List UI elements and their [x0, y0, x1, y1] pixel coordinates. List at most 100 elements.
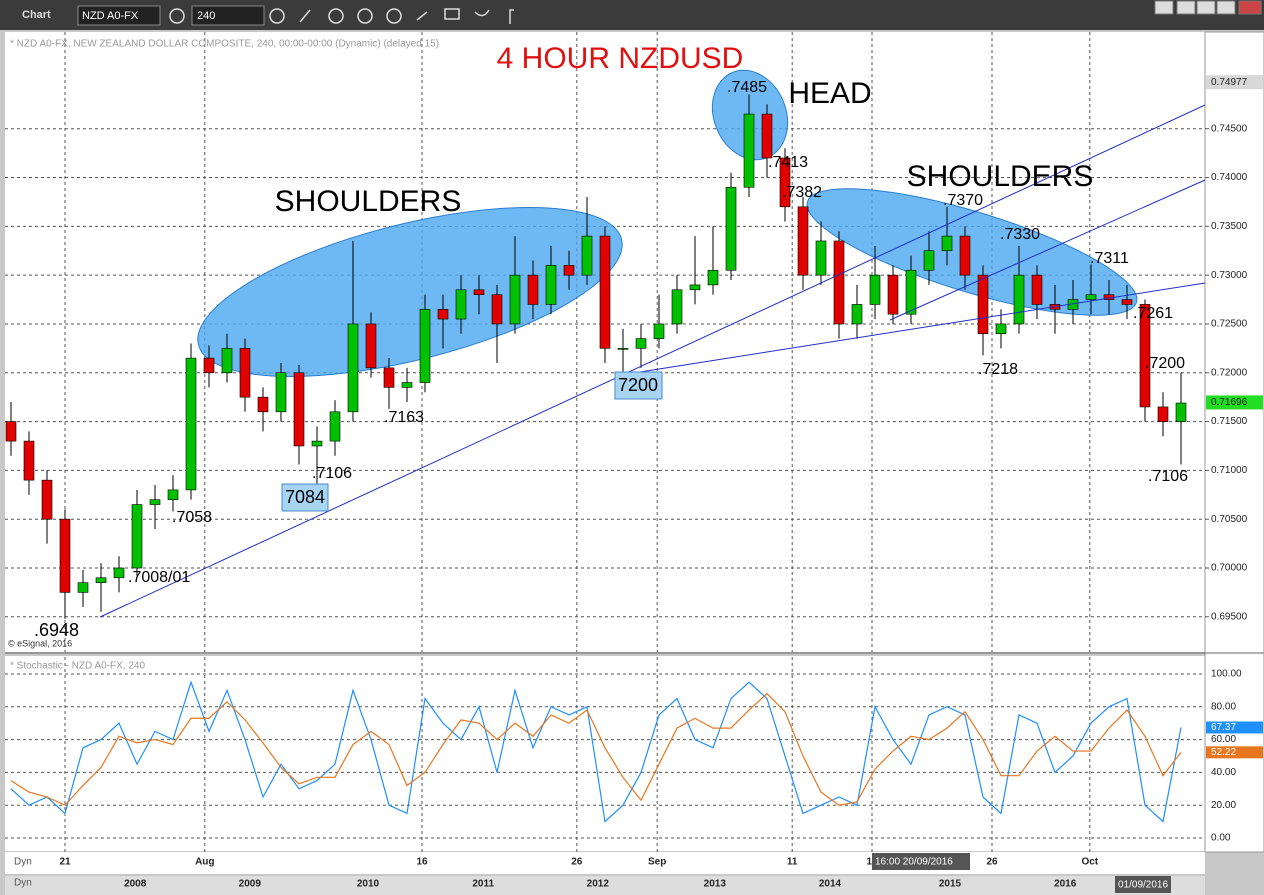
symbol[interactable]: NZD A0-FX: [82, 10, 139, 22]
x-tick-label: 16: [416, 857, 428, 868]
year-tick-label: 2009: [239, 879, 262, 890]
x-tick-label: 26: [986, 857, 998, 868]
candle-body: [923, 250, 935, 271]
year-tick-label: 2014: [819, 879, 842, 890]
y-tick-label: 0.70500: [1211, 514, 1248, 525]
symbol-box[interactable]: [77, 5, 161, 26]
candle-body: [95, 577, 107, 583]
annotation: .7485: [727, 79, 767, 96]
year-tick-label: 2013: [704, 879, 727, 890]
value-axis: [1204, 31, 1264, 853]
last-value-label: 67.37: [1211, 722, 1236, 733]
y-tick-label: 0.72000: [1211, 367, 1248, 378]
candle-body: [977, 274, 989, 335]
candle-body: [581, 235, 593, 276]
candle-body: [743, 113, 755, 188]
candle-body: [239, 348, 251, 398]
candle-body: [491, 294, 503, 325]
candle-body: [437, 309, 449, 320]
annotation: .7413: [768, 154, 808, 171]
year-tick-label: 2016: [1054, 879, 1077, 890]
candle-body: [617, 348, 629, 350]
annotation: 7200: [618, 375, 658, 395]
candle-body: [653, 323, 665, 339]
year-tick-label: 2011: [472, 879, 494, 890]
price-marker-label: 0.74977: [1211, 77, 1248, 88]
candle-body: [635, 338, 647, 349]
price-marker: [1206, 395, 1263, 410]
annotation: 7084: [285, 487, 325, 507]
credit: © eSignal, 2016: [8, 638, 72, 648]
candle-body: [203, 357, 215, 374]
axis-flag-label: 16:00 20/09/2016: [875, 857, 953, 868]
candle-body: [185, 357, 197, 491]
year-tick-label: 2012: [587, 879, 610, 890]
y-tick-label: 60.00: [1211, 734, 1236, 745]
annotation: .7370: [943, 192, 983, 209]
x-tick-label: Sep: [648, 857, 666, 868]
annotation: .6948: [34, 620, 79, 640]
toolbar: [0, 0, 1264, 30]
candle-body: [671, 289, 683, 325]
annotation: .7058: [172, 509, 212, 526]
dyn-label[interactable]: Dyn: [14, 878, 32, 889]
interval-box[interactable]: [191, 5, 265, 26]
y-tick-label: 20.00: [1211, 800, 1236, 811]
x-tick-label: 26: [571, 857, 583, 868]
annotation: .7218: [978, 361, 1018, 378]
x-tick-label: 11: [787, 857, 798, 868]
last-value-marker: [1206, 746, 1263, 759]
candle-body: [1031, 274, 1043, 305]
annotation: HEAD: [788, 77, 871, 110]
annotation: .7163: [384, 409, 424, 426]
stoch-line: [10, 692, 1182, 806]
candle-body: [527, 274, 539, 305]
axis-flag-label: 01/09/2016: [1118, 880, 1168, 891]
annotation: SHOULDERS: [907, 160, 1094, 193]
candle-body: [851, 304, 863, 325]
candle-body: [383, 367, 395, 388]
candle-body: [149, 499, 161, 505]
year-axis: [5, 876, 1205, 895]
annotation: SHOULDERS: [275, 185, 462, 218]
label-box: [614, 371, 663, 400]
x-tick-label: Aug: [195, 857, 214, 868]
candle-body: [563, 265, 575, 276]
candle-body: [41, 479, 53, 520]
candle-body: [941, 235, 953, 252]
annotation: .7106: [312, 465, 352, 482]
candle-body: [959, 235, 971, 276]
candle-body: [815, 240, 827, 276]
candle-body: [509, 274, 521, 325]
y-tick-label: 100.00: [1211, 669, 1242, 680]
label-box: [281, 483, 329, 512]
stoch-line: [10, 680, 1182, 823]
candle-body: [725, 186, 737, 271]
chart-title: 4 HOUR NZDUSD: [497, 42, 744, 75]
chart-subtitle: * NZD A0-FX, NEW ZEALAND DOLLAR COMPOSIT…: [10, 39, 439, 50]
candle-body: [419, 309, 431, 383]
y-tick-label: 0.73000: [1211, 270, 1248, 281]
candle-body: [293, 372, 305, 447]
price-marker: [1206, 75, 1263, 90]
window-buttons[interactable]: [1154, 0, 1262, 15]
annotation: .7008/01: [128, 569, 190, 586]
annotation: .7261: [1133, 305, 1173, 322]
candle-body: [995, 323, 1007, 335]
candle-body: [311, 440, 323, 447]
candle-body: [473, 289, 485, 295]
y-tick-label: 0.70000: [1211, 563, 1248, 574]
year-tick-label: 2008: [124, 879, 147, 890]
dyn-label[interactable]: Dyn: [14, 857, 32, 868]
annotation: .7382: [782, 184, 822, 201]
toolbar-icons[interactable]: [169, 8, 514, 24]
candle-body: [833, 240, 845, 325]
candle-body: [599, 235, 611, 349]
candle-body: [761, 113, 773, 159]
candle-body: [869, 274, 881, 305]
interval[interactable]: 240: [197, 10, 215, 22]
x-tick-label: 21: [59, 857, 71, 868]
candle-body: [1157, 406, 1169, 422]
annotation: .7330: [1000, 226, 1040, 243]
candle-body: [221, 348, 233, 374]
